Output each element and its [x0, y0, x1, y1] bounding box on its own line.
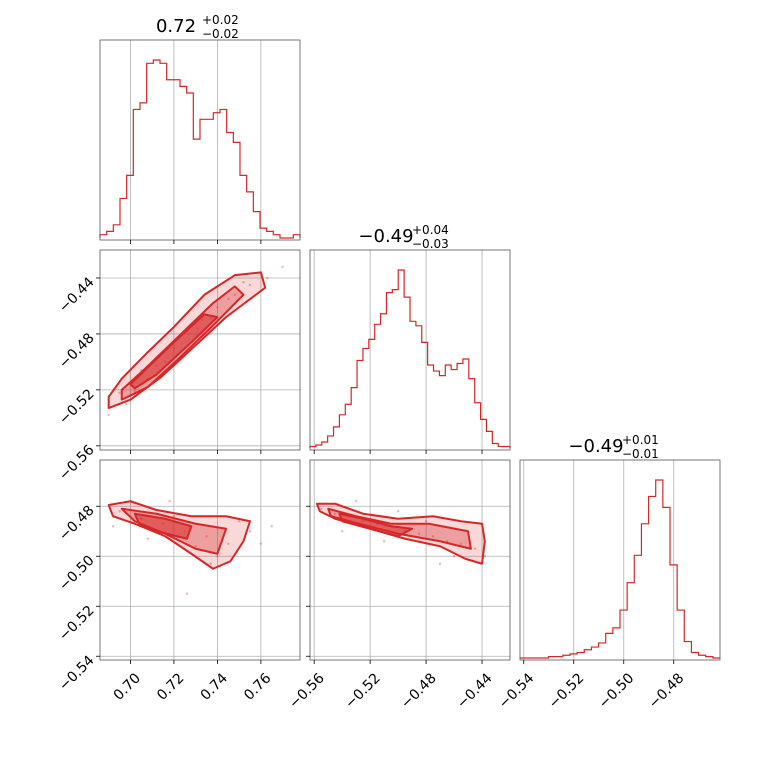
pair-0-2-point-17 [259, 542, 263, 545]
pair-0-1-contour-2 [129, 313, 219, 390]
hist-2-xtick-label-3: −0.48 [646, 670, 688, 712]
pair-1-2-point-18 [396, 510, 400, 513]
pair-1-2-point-16 [452, 555, 456, 558]
tick-layer: −0.54 −0.52 −0.50 −0.48−0.56−0.52−0.48−0.44… [56, 240, 687, 712]
pair-1-2-point-19 [438, 562, 442, 565]
panel-title-lower-2: −0.01 [622, 447, 659, 461]
pair-1-2-contour-2 [338, 512, 414, 538]
pair-0-2-point-9 [172, 515, 176, 518]
pair-1-2-point-14 [382, 540, 386, 543]
pair-0-1-frame [99, 249, 301, 451]
pair-0-1-point-17 [242, 280, 245, 284]
pair-0-2-xtick-label-1: 0.72 [154, 670, 187, 703]
pair-0-2-ytick-label-3: −0.48 [56, 503, 98, 545]
pair-0-2-ytick-label-0: −0.54 [56, 653, 98, 695]
pair-0-1-point-14 [107, 413, 110, 417]
panel-title-0: 0.72 +0.02−0.02 [156, 13, 239, 41]
pair-0-1-ytick-label-2: −0.48 [56, 330, 98, 372]
panel-title-upper-0: +0.02 [202, 13, 239, 27]
pair-0-2-point-18 [146, 537, 150, 540]
pair-1-2-xtick-label-1: −0.52 [342, 670, 384, 712]
pair-0-1-point-7 [233, 293, 236, 296]
pair-0-1-ytick-label-3: −0.44 [56, 274, 98, 316]
pair-0-1-point-8 [248, 283, 252, 287]
pair-0-2-point-0 [118, 510, 121, 513]
hist-1-frame [309, 249, 511, 451]
pair-1-2-point-11 [473, 547, 477, 550]
pair-0-2-point-14 [111, 525, 115, 528]
pair-0-2-point-5 [227, 542, 230, 545]
panel-title-upper-1: +0.04 [412, 223, 449, 237]
title-layer: 0.72 +0.02−0.02−0.49+0.04−0.03−0.49+0.01−… [156, 13, 659, 461]
pair-0-2-xtick-label-0: 0.70 [111, 670, 144, 703]
frame-layer [99, 39, 721, 661]
pair-1-2-xtick-label-0: −0.56 [286, 670, 328, 712]
pair-0-2-contour-2 [133, 512, 193, 540]
pair-0-1-point-6 [216, 306, 219, 309]
pair-0-1-point-13 [266, 276, 269, 280]
pair-0-2-xtick-label-3: 0.76 [241, 670, 274, 703]
data-layer [99, 59, 720, 659]
panel-title-lower-1: −0.03 [412, 237, 449, 251]
pair-0-2-frame [99, 459, 301, 661]
pair-1-2-point-12 [483, 555, 487, 558]
pair-0-2-xtick-label-2: 0.74 [198, 670, 231, 703]
pair-1-2-point-0 [319, 507, 323, 510]
pair-0-1-point-12 [227, 297, 230, 301]
pair-0-1-point-9 [133, 390, 136, 393]
pair-0-2-point-6 [248, 530, 252, 533]
pair-0-2-point-10 [194, 545, 197, 548]
pair-1-2-point-13 [354, 500, 358, 503]
panel-title-upper-2: +0.01 [622, 433, 659, 447]
pair-0-1-point-18 [281, 265, 284, 268]
pair-1-2-point-15 [424, 520, 428, 523]
pair-0-1-ytick-label-0: −0.56 [56, 442, 98, 484]
pair-1-2-xtick-label-3: −0.44 [454, 670, 496, 712]
pair-0-1-ytick-label-1: −0.52 [56, 386, 98, 428]
pair-0-2-point-11 [216, 555, 219, 558]
panel-title-value-2: −0.49 [568, 436, 623, 457]
pair-0-1-point-19 [124, 402, 128, 406]
pair-1-2-point-8 [431, 535, 435, 538]
pair-1-2-frame [309, 459, 511, 661]
pair-0-2-point-4 [205, 535, 208, 538]
panel-title-lower-0: −0.02 [202, 27, 239, 41]
hist-1-steps [309, 269, 511, 448]
pair-1-2-xtick-label-2: −0.48 [398, 670, 440, 712]
pair-1-2-point-17 [340, 530, 344, 533]
pair-0-2-point-13 [270, 525, 273, 528]
hist-2-frame [519, 459, 721, 661]
pair-0-2-point-16 [209, 562, 213, 565]
pair-1-2-point-10 [459, 542, 463, 545]
pair-0-2-ytick-label-2: −0.50 [56, 553, 98, 595]
pair-0-2-point-19 [185, 592, 189, 595]
pair-0-2-ytick-label-1: −0.52 [56, 603, 98, 645]
panel-title-1: −0.49+0.04−0.03 [358, 223, 448, 251]
hist-2-xtick-label-2: −0.50 [596, 670, 638, 712]
hist-2-xtick-label-1: −0.52 [546, 670, 588, 712]
panel-title-2: −0.49+0.01−0.01 [568, 433, 658, 461]
panel-title-value-0: 0.72 [156, 16, 196, 37]
pair-0-1-point-0 [118, 391, 121, 394]
hist-2-xtick-label-0: −0.54 [496, 670, 538, 712]
hist-0-frame [99, 39, 301, 241]
hist-0-steps [99, 59, 301, 239]
pair-0-2-point-12 [237, 520, 241, 523]
hist-2-steps [520, 479, 720, 659]
pair-1-2-point-7 [417, 532, 421, 535]
panel-title-value-1: −0.49 [358, 226, 413, 247]
pair-0-2-point-15 [168, 500, 171, 503]
pair-1-2-point-1 [333, 512, 337, 515]
